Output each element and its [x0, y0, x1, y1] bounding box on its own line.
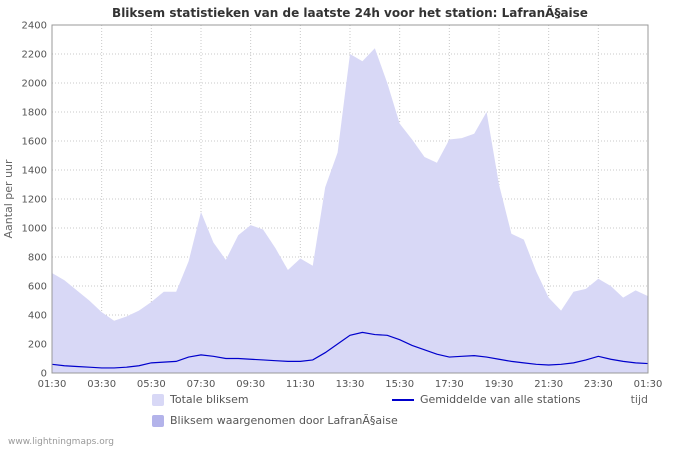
y-tick-label: 800	[28, 253, 47, 264]
lightning-statistics-chart: 0 200 400 600 800 1000 1200 1400 1600 1800 2000 220…	[2, 21, 663, 407]
x-tick-label: 01:30	[634, 379, 663, 390]
legend-item-station: Bliksem waargenomen door LafranÃ§aise	[152, 414, 398, 427]
chart-title: Bliksem statistieken van de laatste 24h …	[112, 6, 588, 20]
y-axis-label: Aantal per uur	[2, 159, 15, 239]
x-tick-label: 11:30	[286, 379, 315, 390]
y-tick-label: 1000	[22, 224, 47, 235]
x-tick-label: 03:30	[87, 379, 116, 390]
legend-item-total: Totale bliksem	[152, 393, 249, 406]
y-tick-label: 2000	[22, 79, 47, 90]
y-tick-label: 1800	[22, 108, 47, 119]
x-tick-label: 05:30	[137, 379, 166, 390]
x-tick-label: 17:30	[435, 379, 464, 390]
legend-label-total: Totale bliksem	[170, 393, 249, 406]
y-tick-label: 400	[28, 311, 47, 322]
area-series-total	[52, 48, 648, 373]
legend-swatch-total-icon	[152, 393, 164, 406]
plot-border	[51, 24, 649, 374]
x-tick-label: 21:30	[534, 379, 563, 390]
x-tick-label: 19:30	[485, 379, 514, 390]
x-tick-label: 01:30	[38, 379, 67, 390]
legend-label-average: Gemiddelde van alle stations	[420, 393, 581, 406]
line-series-average	[51, 331, 649, 369]
watermark-link[interactable]: www.lightningmaps.org	[8, 437, 114, 447]
x-tick-label: 13:30	[336, 379, 365, 390]
x-tick-label: 09:30	[236, 379, 265, 390]
y-tick-label: 2400	[22, 21, 47, 32]
y-tick-label: 1200	[22, 195, 47, 206]
legend-swatch-station-icon	[152, 414, 164, 427]
y-tick-label: 2200	[22, 50, 47, 61]
y-tick-label: 600	[28, 282, 47, 293]
y-tick-label: 1600	[22, 137, 47, 148]
y-tick-label: 200	[28, 340, 47, 351]
legend-item-average: Gemiddelde van alle stations	[392, 393, 581, 406]
y-tick-label: 0	[41, 369, 47, 380]
x-tick-label: 07:30	[187, 379, 216, 390]
x-tick-label: 23:30	[584, 379, 613, 390]
x-tick-label: 15:30	[385, 379, 414, 390]
legend-label-station: Bliksem waargenomen door LafranÃ§aise	[170, 414, 398, 427]
x-axis-label: tijd	[631, 393, 648, 406]
legend-swatch-average-line-icon	[392, 398, 414, 401]
y-tick-label: 1400	[22, 166, 47, 177]
